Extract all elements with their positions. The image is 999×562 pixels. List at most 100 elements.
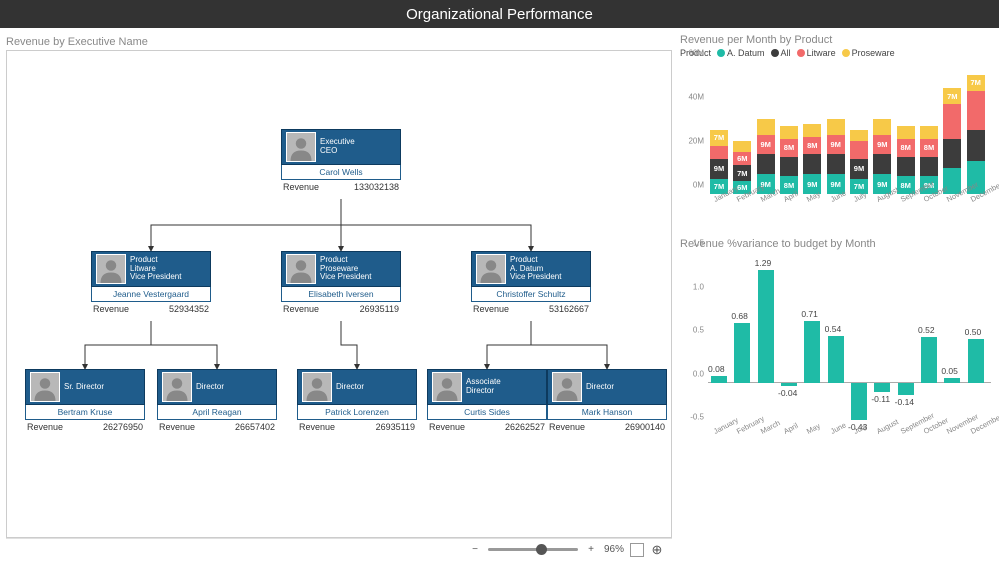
variance-bar[interactable] <box>921 337 937 382</box>
y-tick-label: 1.0 <box>693 282 704 291</box>
stacked-bar[interactable]: 9M7M <box>850 130 868 194</box>
stacked-bar-chart[interactable]: 0M20M40M60M 7M9M7M6M7M6M9M9M8M8M8M9M9M9M… <box>680 62 991 210</box>
y-tick-label: -0.5 <box>690 413 704 422</box>
bar-segment-litware: 8M <box>780 139 798 157</box>
variance-bar[interactable] <box>944 378 960 382</box>
org-revenue: Revenue26900140 <box>547 420 667 434</box>
org-revenue: Revenue133032138 <box>281 180 401 194</box>
bar-segment-all <box>827 154 845 174</box>
org-node-d2[interactable]: Director April ReaganRevenue26657402 <box>157 369 277 434</box>
variance-chart-panel: Revenue %variance to budget by Month -0.… <box>680 238 991 560</box>
variance-value-label: 0.50 <box>965 327 982 337</box>
legend-item-litware[interactable]: Litware <box>797 48 836 58</box>
stacked-chart-panel: Revenue per Month by Product Product A. … <box>680 34 991 234</box>
zoom-out-button[interactable]: − <box>468 543 482 557</box>
fit-to-page-icon[interactable] <box>630 543 644 557</box>
stacked-bar[interactable]: 7M9M7M <box>710 130 728 194</box>
y-tick-label: 0.0 <box>693 369 704 378</box>
variance-bar[interactable] <box>781 383 797 386</box>
y-tick-label: 0.5 <box>693 326 704 335</box>
org-chart-canvas[interactable]: ExecutiveCEO Carol WellsRevenue133032138 P… <box>6 50 672 538</box>
variance-bar[interactable] <box>898 383 914 395</box>
bar-segment-proseware <box>757 119 775 134</box>
y-tick-label: 0M <box>693 181 704 190</box>
bar-segment-litware: 6M <box>733 152 751 165</box>
bar-segment-litware: 8M <box>920 139 938 157</box>
org-name: Patrick Lorenzen <box>297 405 417 420</box>
variance-bar[interactable] <box>804 321 820 383</box>
org-role-text: ExecutiveCEO <box>320 138 396 156</box>
avatar <box>302 372 332 402</box>
org-node-d4[interactable]: AssociateDirectorCurtis SidesRevenue2626… <box>427 369 547 434</box>
org-revenue: Revenue26935119 <box>281 302 401 316</box>
org-card: Sr. Director <box>25 369 145 405</box>
stacked-bar[interactable]: 9M9M <box>827 119 845 194</box>
org-role-text: ProductProsewareVice President <box>320 256 396 282</box>
avatar <box>286 254 316 284</box>
zoom-percent: 96% <box>604 544 624 555</box>
stacked-bar[interactable]: 8M8M <box>897 126 915 194</box>
bar-segment-proseware <box>827 119 845 134</box>
org-role-text: Director <box>196 383 272 392</box>
legend-item-all[interactable]: All <box>771 48 791 58</box>
bar-segment-all <box>780 157 798 177</box>
stacked-bar[interactable]: 8M9M <box>803 124 821 194</box>
bar-segment-all <box>803 154 821 174</box>
org-name: Jeanne Vestergaard <box>91 287 211 302</box>
bar-segment-all: 9M <box>710 159 728 179</box>
y-tick-label: 20M <box>688 137 704 146</box>
org-role-text: Director <box>336 383 412 392</box>
org-card: Director <box>547 369 667 405</box>
org-name: April Reagan <box>157 405 277 420</box>
variance-bar[interactable] <box>828 336 844 383</box>
bar-segment-proseware: 7M <box>943 88 961 103</box>
org-node-vp3[interactable]: ProductA. DatumVice President Christoffer… <box>471 251 591 316</box>
focus-mode-icon[interactable]: ⊕ <box>650 543 664 557</box>
bar-segment-proseware: 7M <box>967 75 985 90</box>
stacked-bar[interactable]: 7M <box>967 75 985 194</box>
org-name: Christoffer Schultz <box>471 287 591 302</box>
legend-item-proseware[interactable]: Proseware <box>842 48 895 58</box>
variance-value-label: 0.52 <box>918 325 935 335</box>
variance-value-label: -0.11 <box>871 394 890 404</box>
variance-bar-chart[interactable]: -0.50.00.51.01.5 0.080.681.29-0.040.710.… <box>680 252 991 442</box>
org-role-text: AssociateDirector <box>466 378 542 396</box>
bar-segment-litware: 9M <box>873 135 891 155</box>
org-name: Mark Hanson <box>547 405 667 420</box>
org-node-d5[interactable]: DirectorMark HansonRevenue26900140 <box>547 369 667 434</box>
variance-bar[interactable] <box>874 383 890 393</box>
stacked-bar[interactable]: 9M9M <box>873 119 891 194</box>
stacked-chart-title: Revenue per Month by Product <box>680 34 991 46</box>
org-node-vp1[interactable]: ProductLitwareVice PresidentJeanne Veste… <box>91 251 211 316</box>
org-node-d1[interactable]: Sr. DirectorBertram KruseRevenue26276950 <box>25 369 145 434</box>
zoom-slider[interactable] <box>488 548 578 551</box>
variance-bar[interactable] <box>734 323 750 382</box>
org-card: Director <box>157 369 277 405</box>
legend-item-adatum[interactable]: A. Datum <box>717 48 765 58</box>
main-layout: Revenue by Executive Name ExecutiveCEOCa… <box>0 28 999 562</box>
org-card: ProductProsewareVice President <box>281 251 401 287</box>
bar-segment-litware: 9M <box>827 135 845 155</box>
org-node-ceo[interactable]: ExecutiveCEO Carol WellsRevenue133032138 <box>281 129 401 194</box>
org-card: ProductLitwareVice President <box>91 251 211 287</box>
variance-bar[interactable] <box>711 376 727 383</box>
org-role-text: ProductA. DatumVice President <box>510 256 586 282</box>
variance-chart-title: Revenue %variance to budget by Month <box>680 238 991 250</box>
variance-bar[interactable] <box>968 339 984 383</box>
variance-value-label: 0.05 <box>941 366 958 376</box>
org-card: Director <box>297 369 417 405</box>
variance-bar[interactable] <box>758 270 774 382</box>
org-revenue: Revenue53162667 <box>471 302 591 316</box>
org-name: Carol Wells <box>281 165 401 180</box>
right-panel: Revenue per Month by Product Product A. … <box>678 28 999 562</box>
org-node-vp2[interactable]: ProductProsewareVice PresidentElisabeth … <box>281 251 401 316</box>
org-revenue: Revenue26657402 <box>157 420 277 434</box>
stacked-bar[interactable]: 8M8M <box>780 126 798 194</box>
variance-bar[interactable] <box>851 383 867 420</box>
org-node-d3[interactable]: DirectorPatrick LorenzenRevenue26935119 <box>297 369 417 434</box>
zoom-in-button[interactable]: + <box>584 543 598 557</box>
stacked-bar[interactable]: 7M <box>943 88 961 194</box>
bar-segment-proseware <box>920 126 938 139</box>
org-card: AssociateDirector <box>427 369 547 405</box>
bar-segment-litware <box>710 146 728 159</box>
